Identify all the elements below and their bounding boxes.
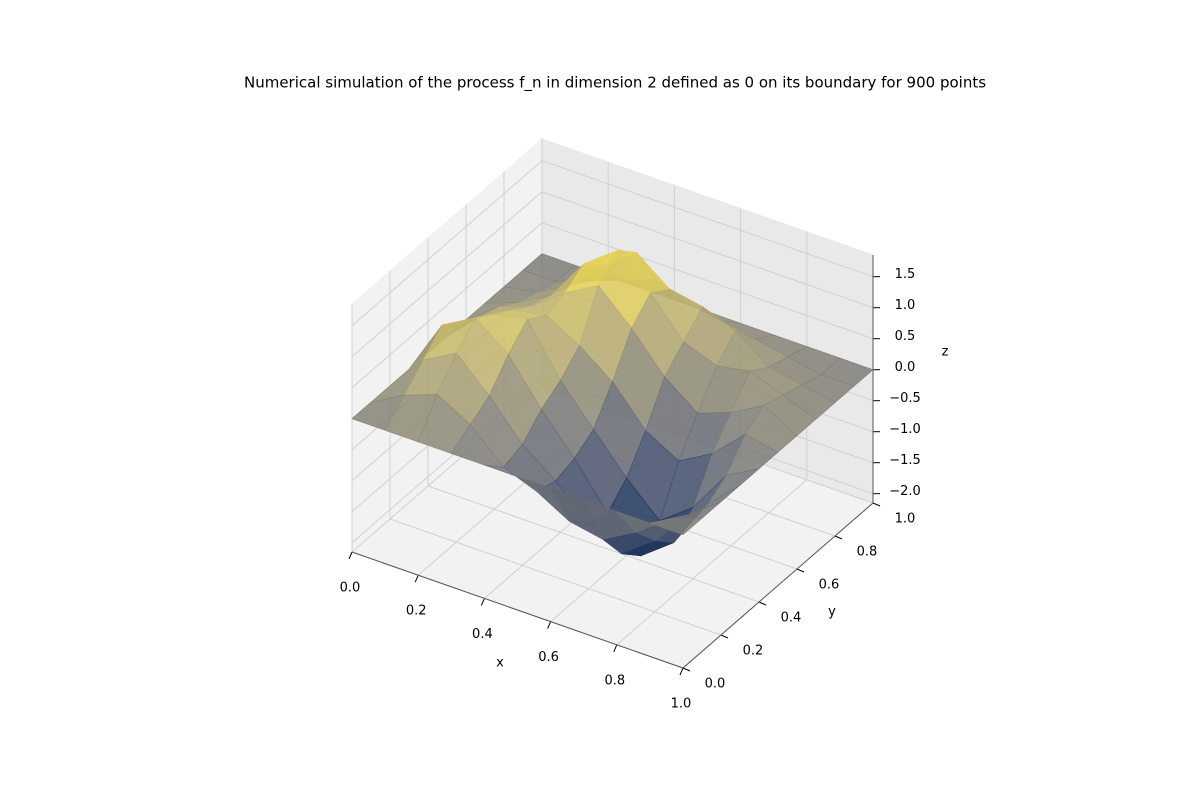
tick-mark [547,621,552,629]
grid-line [541,160,874,278]
axis-line [682,502,874,669]
z-tick-label: 0.5 [895,329,916,344]
z-tick-label: −1.5 [889,453,921,468]
tick-mark [872,502,881,507]
x-tick-label: 1.0 [671,697,692,712]
z-tick-label: 1.0 [895,298,916,313]
z-tick-label: −0.5 [889,391,921,406]
z-tick-label: −2.0 [889,484,921,499]
grid-line [351,160,543,327]
y-tick-label: 0.2 [743,644,764,659]
y-tick-label: 0.8 [857,545,878,560]
y-tick-label: 0.0 [705,677,726,692]
tick-mark [679,667,684,676]
tick-mark [758,601,767,606]
z-tick-label: 0.0 [895,360,916,375]
y-axis-label: y [828,605,836,620]
grid-line [427,485,760,603]
grid-line [541,191,874,309]
tick-mark [613,644,618,652]
x-tick-label: 0.2 [406,604,427,619]
x-axis-label: x [496,656,504,671]
x-tick-label: 0.6 [538,650,559,665]
y-tick-label: 0.4 [781,611,802,626]
x-tick-label: 0.4 [472,627,493,642]
z-tick-label: 1.5 [895,267,916,282]
tick-mark [720,634,729,639]
tick-mark [348,551,353,560]
tick-mark [480,598,485,606]
grid-line [351,191,543,358]
grid-line [616,479,808,646]
grid-line [351,222,543,389]
tick-mark [796,568,805,573]
tick-mark [834,535,843,540]
tick-mark [682,667,691,672]
tick-mark [414,575,419,583]
y-tick-label: 1.0 [895,512,916,527]
x-tick-label: 0.8 [604,673,625,688]
grid-line [541,222,874,340]
z-axis-label: z [942,345,949,360]
z-tick-label: −1.0 [889,422,921,437]
y-tick-label: 0.6 [819,578,840,593]
x-tick-label: 0.0 [340,581,361,596]
surface-face [648,517,703,536]
axis-line [351,551,684,669]
chart-title: Numerical simulation of the process f_n … [244,74,986,93]
grid-line [389,518,722,636]
